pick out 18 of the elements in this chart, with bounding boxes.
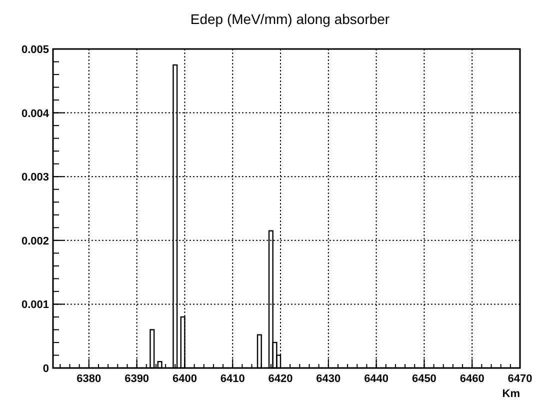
x-tick-label: 6410 xyxy=(220,373,245,385)
y-tick-label: 0.003 xyxy=(21,172,49,184)
x-tick-label: 6430 xyxy=(316,373,341,385)
x-tick-label: 6390 xyxy=(124,373,150,385)
x-tick-label: 6470 xyxy=(508,373,532,385)
y-tick-label: 0.001 xyxy=(21,299,49,312)
x-tick-label: 6460 xyxy=(460,373,484,385)
x-tick-label: 6420 xyxy=(268,373,293,385)
x-tick-label: 6440 xyxy=(364,373,389,385)
y-tick-label: 0 xyxy=(42,363,49,375)
x-tick-label: 6450 xyxy=(412,373,436,385)
x-tick-label: 6400 xyxy=(172,373,197,385)
chart-title: Edep (MeV/mm) along absorber xyxy=(190,11,390,27)
y-tick-label: 0.002 xyxy=(21,235,49,248)
y-tick-label: 0.004 xyxy=(21,108,50,120)
y-tick-label: 0.005 xyxy=(21,44,49,56)
x-axis-title: Km xyxy=(502,388,520,400)
x-tick-label: 6380 xyxy=(76,373,102,385)
